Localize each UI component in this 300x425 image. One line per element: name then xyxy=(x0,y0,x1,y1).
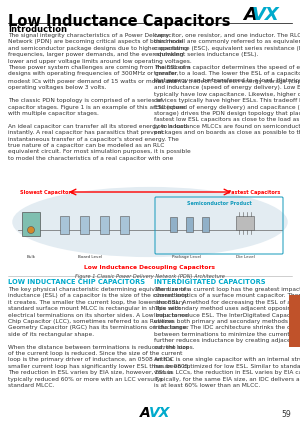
Text: VX: VX xyxy=(149,406,170,420)
Text: Fastest Capacitors: Fastest Capacitors xyxy=(228,190,280,195)
Text: Low Inductance Capacitors: Low Inductance Capacitors xyxy=(8,14,230,29)
Text: Introduction: Introduction xyxy=(8,25,67,34)
Bar xyxy=(80,216,89,234)
Bar xyxy=(60,216,69,234)
Text: Bulk: Bulk xyxy=(26,255,35,259)
Text: Semiconductor Product: Semiconductor Product xyxy=(187,201,251,206)
Text: The size of a current loop has the greatest impact on the ESL
characteristics of: The size of a current loop has the great… xyxy=(154,287,300,388)
Text: Board Level: Board Level xyxy=(78,255,102,259)
Bar xyxy=(22,212,40,236)
Bar xyxy=(170,217,177,232)
Text: 59: 59 xyxy=(281,410,291,419)
Text: A: A xyxy=(140,406,151,420)
Bar xyxy=(202,217,209,232)
Text: The signal integrity characteristics of a Power Delivery
Network (PDN) are becom: The signal integrity characteristics of … xyxy=(8,33,192,76)
Text: Figure 1 Classic Power Delivery Network (PDN) Architecture: Figure 1 Classic Power Delivery Network … xyxy=(75,274,225,279)
Bar xyxy=(186,217,193,232)
Text: Low Inductance Decoupling Capacitors: Low Inductance Decoupling Capacitors xyxy=(85,265,215,270)
Bar xyxy=(236,216,254,230)
Text: VX: VX xyxy=(252,6,280,24)
Text: has been a tradeoff between energy storage (capacitance)
and inductance (speed o: has been a tradeoff between energy stora… xyxy=(154,79,300,135)
Text: A: A xyxy=(243,6,257,24)
Bar xyxy=(100,216,109,234)
Text: Die Level: Die Level xyxy=(236,255,254,259)
Bar xyxy=(120,216,129,234)
Circle shape xyxy=(28,227,34,233)
Text: The key physical characteristic determining equivalent series
inductance (ESL) o: The key physical characteristic determin… xyxy=(8,287,190,388)
Bar xyxy=(289,295,300,347)
Text: INTERDIGITATED CAPACITORS: INTERDIGITATED CAPACITORS xyxy=(154,279,266,285)
Text: Package Level: Package Level xyxy=(172,255,200,259)
Text: Slowest Capacitors: Slowest Capacitors xyxy=(20,190,74,195)
Ellipse shape xyxy=(12,187,288,257)
Text: capacitor, one resistor, and one inductor. The RLC values in
this model are comm: capacitor, one resistor, and one inducto… xyxy=(154,33,300,83)
Text: modest ICs with power demand of 15 watts or more, and
operating voltages below 3: modest ICs with power demand of 15 watts… xyxy=(8,79,191,161)
Text: LOW INDUCTANCE CHIP CAPACITORS: LOW INDUCTANCE CHIP CAPACITORS xyxy=(8,279,145,285)
